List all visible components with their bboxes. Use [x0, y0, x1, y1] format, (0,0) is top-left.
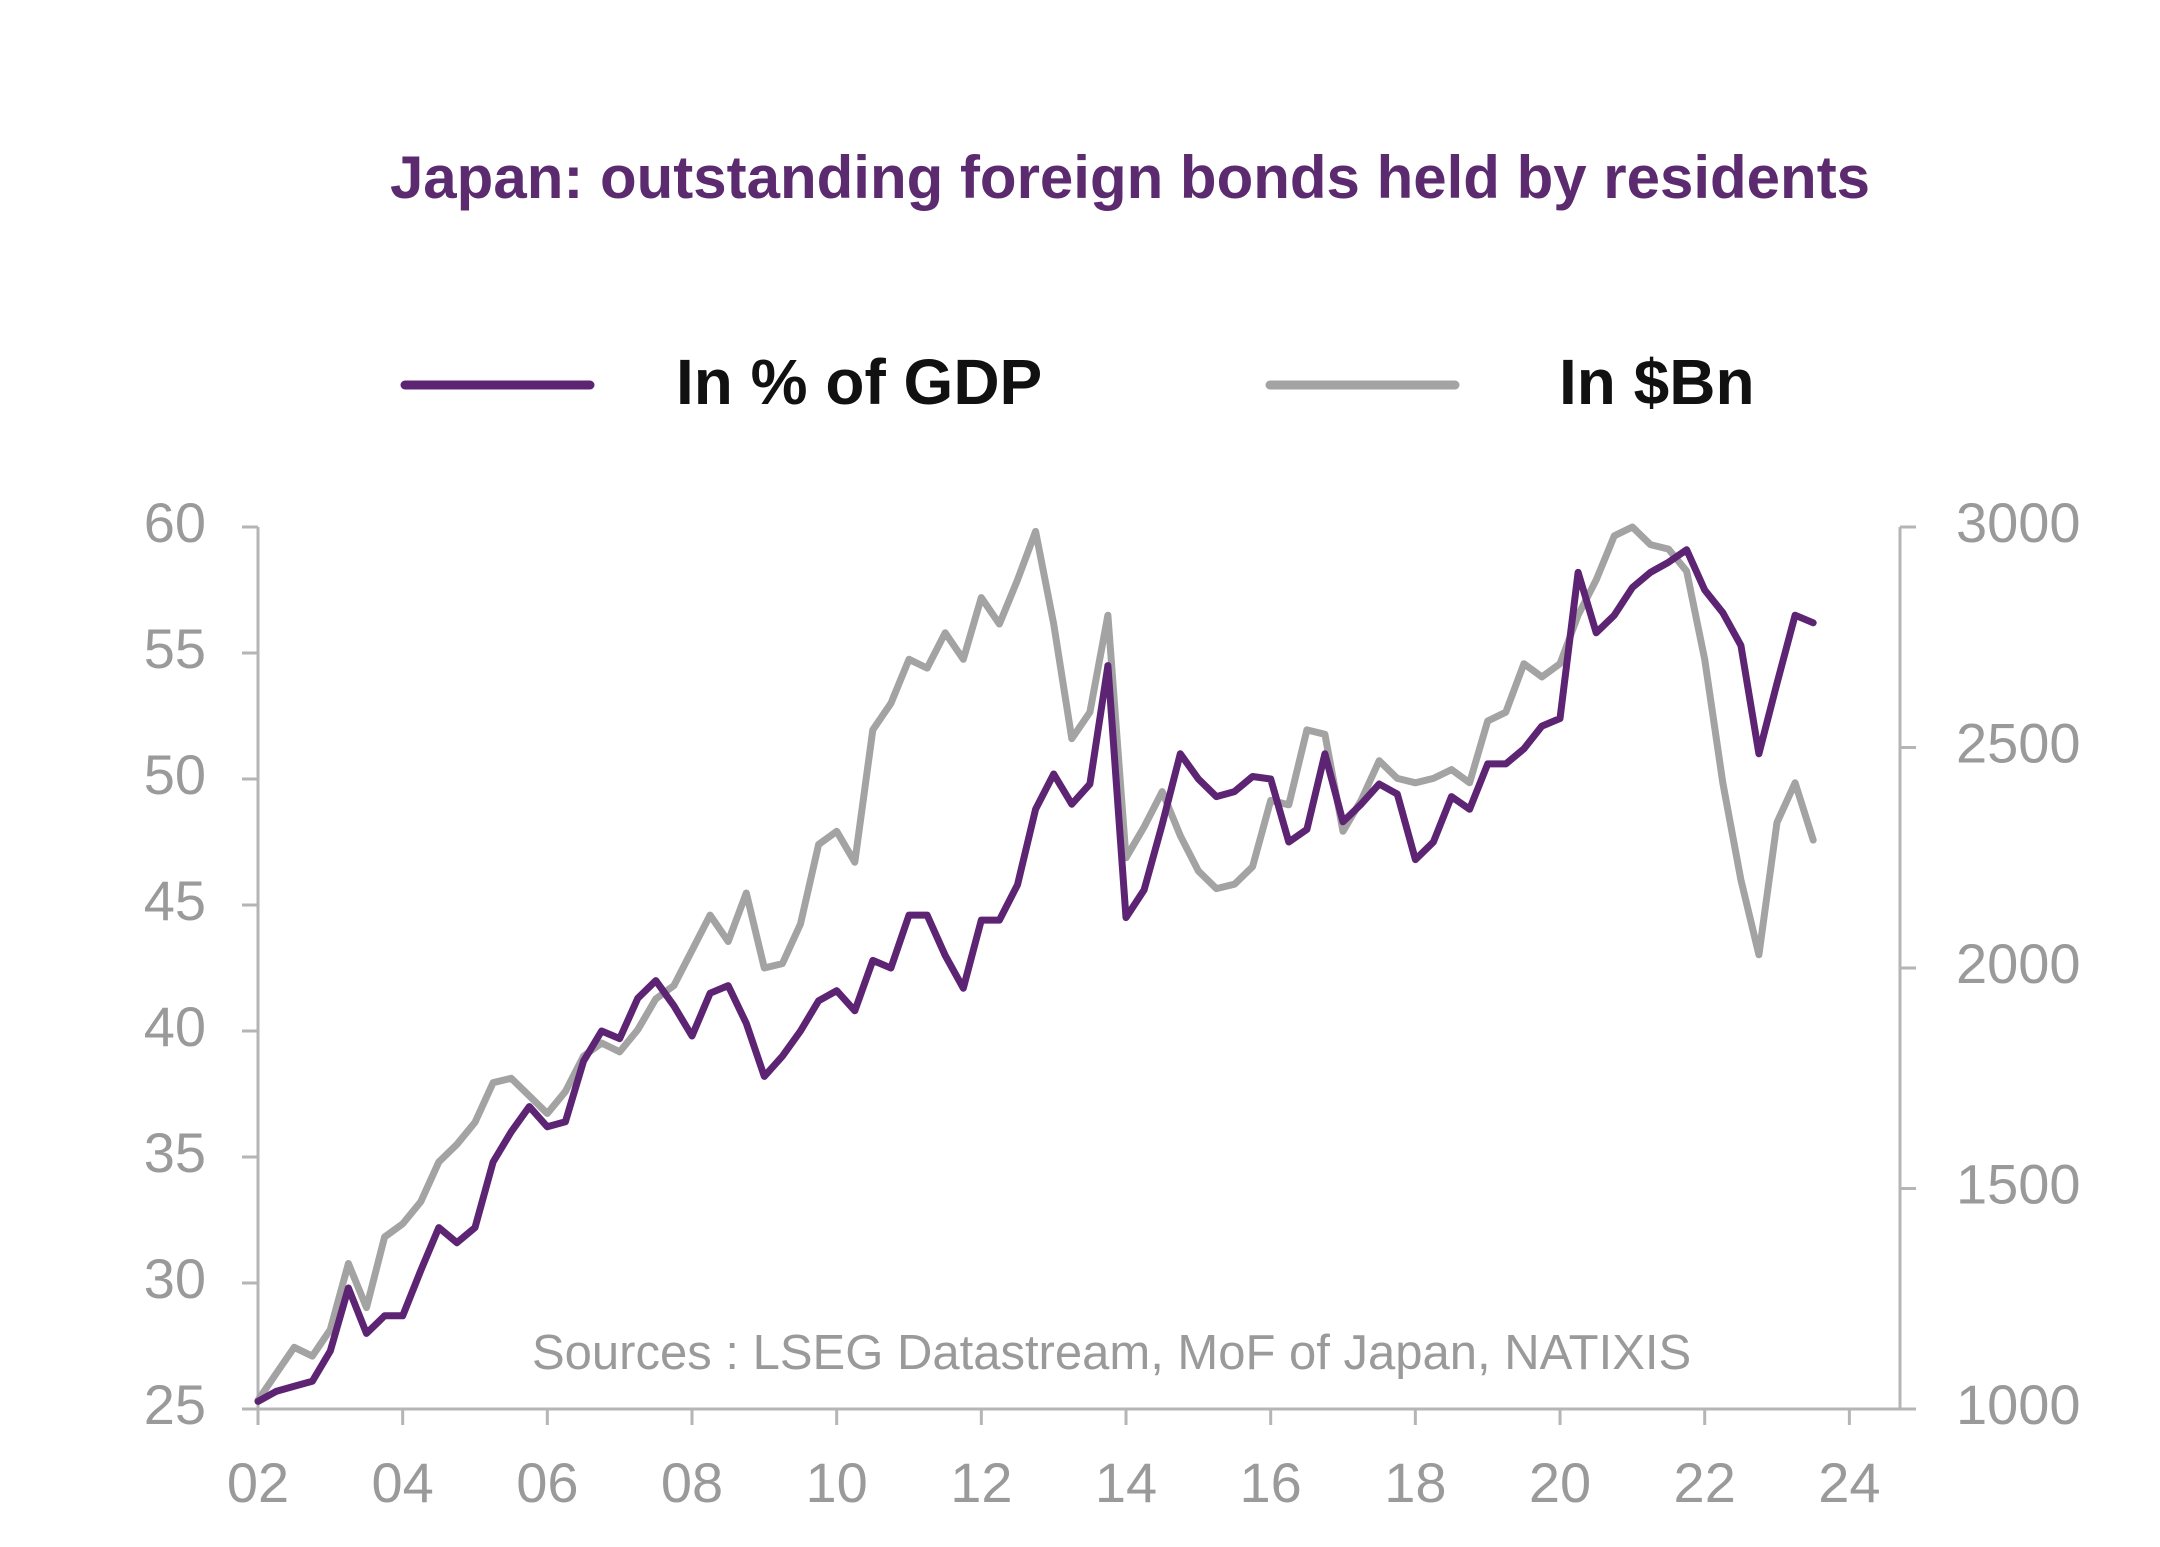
x-tick-label: 22 [1674, 1451, 1736, 1514]
x-tick-label: 20 [1529, 1451, 1591, 1514]
y-tick-label: 55 [144, 617, 206, 680]
y-tick-label: 60 [144, 491, 206, 554]
y2-tick-label: 2000 [1956, 932, 2081, 995]
chart-title: Japan: outstanding foreign bonds held by… [390, 144, 1870, 211]
y2-tick-label: 3000 [1956, 491, 2081, 554]
y-tick-label: 50 [144, 743, 206, 806]
x-tick-label: 12 [950, 1451, 1012, 1514]
x-tick-label: 16 [1240, 1451, 1302, 1514]
x-tick-label: 02 [227, 1451, 289, 1514]
y-tick-label: 30 [144, 1247, 206, 1310]
y2-tick-label: 2500 [1956, 711, 2081, 774]
legend-label: In $Bn [1559, 346, 1755, 418]
y-tick-label: 40 [144, 995, 206, 1058]
x-tick-label: 04 [372, 1451, 434, 1514]
y-tick-label: 25 [144, 1373, 206, 1436]
y2-tick-label: 1500 [1956, 1152, 2081, 1215]
series-line [254, 546, 1817, 1405]
x-tick-label: 14 [1095, 1451, 1157, 1514]
series-line [254, 523, 1817, 1404]
x-tick-label: 10 [806, 1451, 868, 1514]
x-tick-label: 06 [516, 1451, 578, 1514]
x-tick-label: 24 [1818, 1451, 1880, 1514]
source-note: Sources : LSEG Datastream, MoF of Japan,… [532, 1326, 1691, 1380]
y-tick-label: 45 [144, 869, 206, 932]
x-tick-label: 08 [661, 1451, 723, 1514]
y2-tick-label: 1000 [1956, 1373, 2081, 1436]
x-tick-label: 18 [1384, 1451, 1446, 1514]
y-tick-label: 35 [144, 1121, 206, 1184]
legend-label: In % of GDP [676, 346, 1042, 418]
